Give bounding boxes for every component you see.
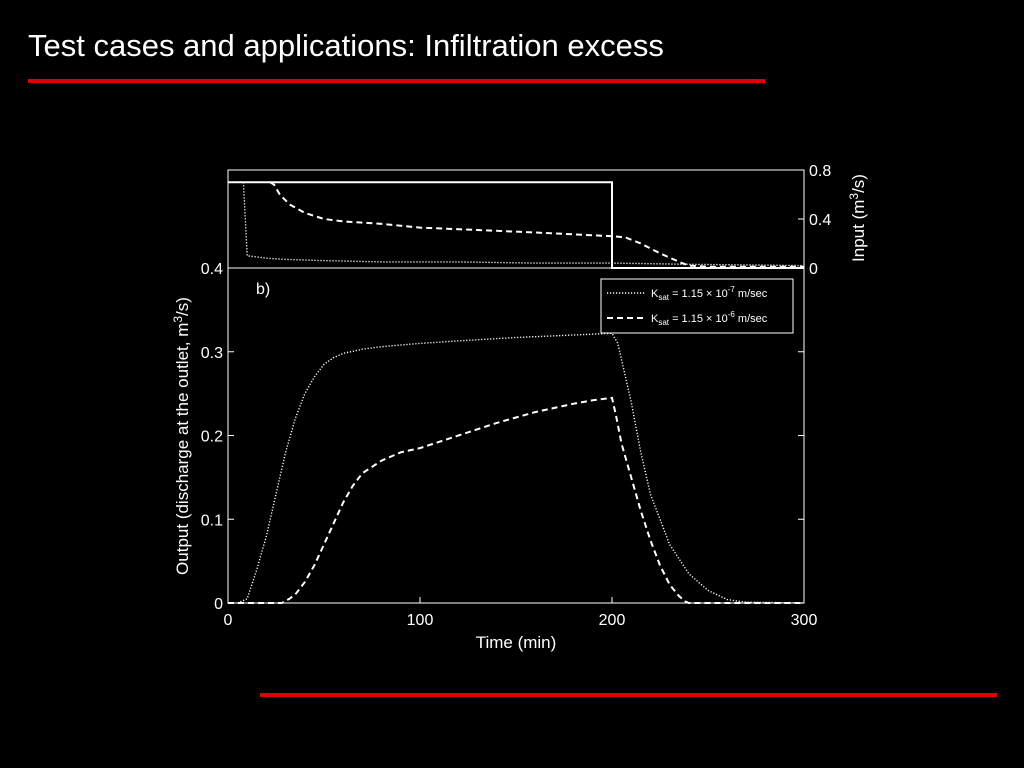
legend-box <box>600 278 794 334</box>
output-y-axis-label: Output (discharge at the outlet, m3/s) <box>171 297 192 575</box>
input-series-dotted <box>242 182 805 267</box>
output-series-dotted <box>237 332 805 604</box>
title-underline <box>28 79 765 83</box>
output-series-dashed <box>228 396 804 604</box>
input-panel <box>227 169 805 269</box>
input-axis-ticks: 0 0.4 0.8 <box>798 163 831 278</box>
x-tick-label: 300 <box>791 612 818 629</box>
output-series-group <box>228 332 805 604</box>
x-axis-label: Time (min) <box>476 633 557 652</box>
legend-entry-ksat-7: Ksat = 1.15 × 10-7 m/sec <box>651 285 768 302</box>
output-y-tick-label: 0.3 <box>201 345 223 362</box>
input-series-dashed <box>269 181 804 268</box>
x-tick-label: 0 <box>224 612 233 629</box>
slide-title: Test cases and applications: Infiltratio… <box>28 28 664 63</box>
footer-rule <box>260 693 997 697</box>
output-y-tick-label: 0.1 <box>201 512 223 529</box>
input-series-solid <box>228 181 804 269</box>
legend: Ksat = 1.15 × 10-7 m/sec Ksat = 1.15 × 1… <box>600 278 794 334</box>
legend-entry-ksat-6: Ksat = 1.15 × 10-6 m/sec <box>651 310 768 327</box>
x-tick-label: 200 <box>599 612 626 629</box>
output-y-tick-label: 0 <box>214 596 223 613</box>
input-series-group <box>228 181 805 269</box>
input-y-tick-label: 0.4 <box>809 212 831 229</box>
panel-annotation: b) <box>256 281 270 298</box>
output-y-tick-label: 0.4 <box>201 261 223 278</box>
output-axis-ticks: 0 0.1 0.2 0.3 0.4 0 100 200 300 <box>201 261 818 629</box>
input-y-axis-label: Input (m3/s) <box>847 174 868 262</box>
input-plot-frame <box>227 169 805 269</box>
x-tick-label: 100 <box>407 612 434 629</box>
input-y-tick-label: 0 <box>809 261 818 278</box>
input-y-tick-label: 0.8 <box>809 163 831 180</box>
output-y-tick-label: 0.2 <box>201 429 223 446</box>
